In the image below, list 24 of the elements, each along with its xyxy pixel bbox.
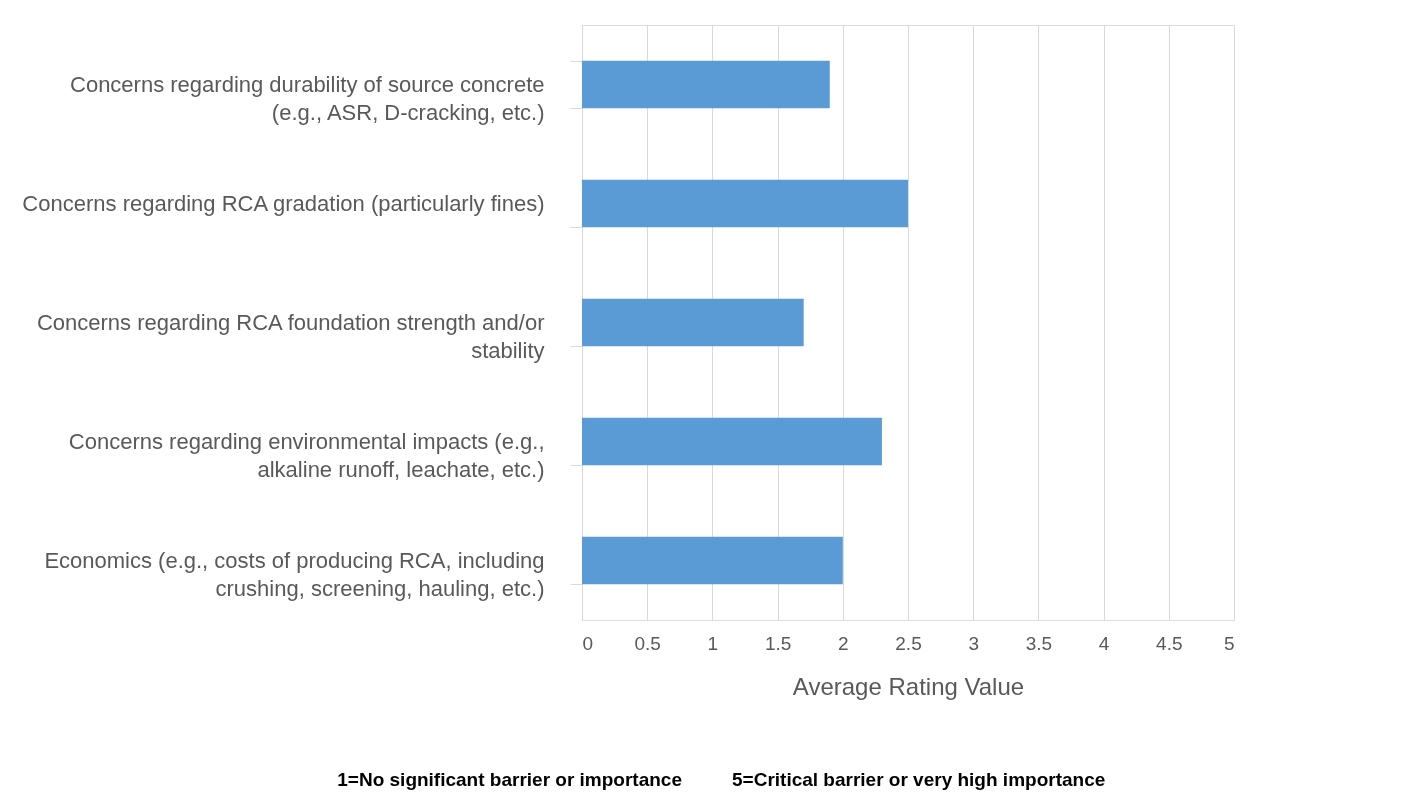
x-tick-label: 2.5 <box>895 632 922 654</box>
x-tick-label: 4.5 <box>1156 632 1183 654</box>
y-tick-label: Concerns regarding RCA foundation strength and/or stability <box>36 310 545 363</box>
x-tick-label: 3 <box>968 632 979 654</box>
y-tick-label: Concerns regarding durability of source concrete (e.g., ASR, D-cracking, etc.) <box>70 72 545 125</box>
bar <box>582 60 830 109</box>
bar <box>582 179 908 228</box>
x-tick-label: 0 <box>582 632 594 654</box>
x-tick-label: 0.5 <box>634 632 661 654</box>
x-tick-label: 2 <box>838 632 849 654</box>
text: 5=Critical barrier or very high importance <box>732 769 1106 790</box>
bar <box>582 536 843 585</box>
x-tick-label: 1.5 <box>764 632 792 654</box>
bar <box>582 298 804 347</box>
x-tick-label: 3.5 <box>1025 632 1053 654</box>
x-tick-label: 1 <box>707 632 719 654</box>
bar <box>582 417 882 466</box>
y-tick-label: Economics (e.g., costs of producing RCA, including crushing, screening, hauling, etc.) <box>44 548 545 601</box>
x-axis-title: Average Rating Value <box>792 672 1025 700</box>
x-tick-label: 4 <box>1098 632 1110 654</box>
y-tick-label: Concerns regarding environmental impacts (e.g., alkaline runoff, leachate, etc.) <box>68 429 545 482</box>
text: 1=No significant barrier or importance <box>337 769 682 790</box>
y-tick-label: Concerns regarding RCA gradation (particularly fines) <box>22 191 545 216</box>
x-tick-label: 5 <box>1223 632 1235 654</box>
